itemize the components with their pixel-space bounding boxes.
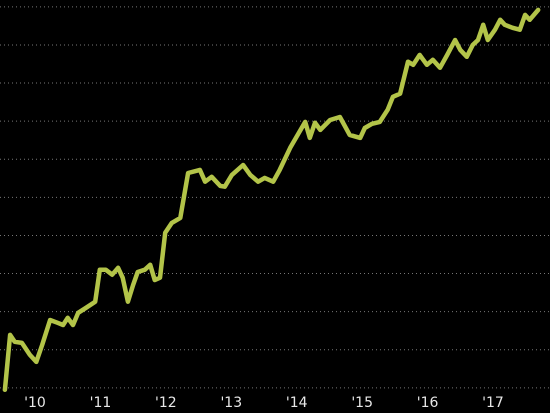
line	[2, 7, 541, 393]
x-tick-label: '17	[482, 395, 504, 411]
x-tick-label: '16	[417, 395, 439, 411]
x-tick-label: '13	[220, 395, 242, 411]
x-tick-label: '11	[90, 395, 112, 411]
x-tick-label: '12	[155, 395, 177, 411]
x-tick-label: '15	[351, 395, 373, 411]
x-tick-label: '14	[286, 395, 308, 411]
x-tick-label: '10	[24, 395, 46, 411]
